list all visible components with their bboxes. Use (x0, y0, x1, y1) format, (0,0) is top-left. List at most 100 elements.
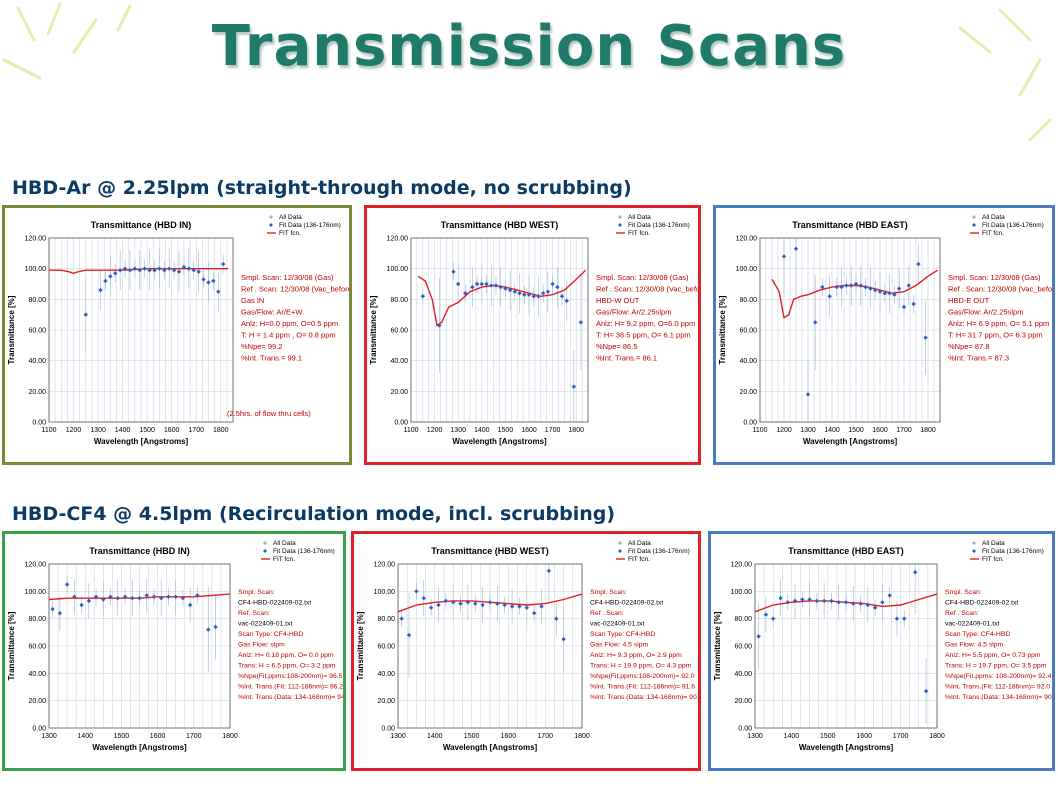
fit-data-point (420, 294, 425, 299)
x-tick-label: 1800 (222, 733, 238, 740)
fit-data-point (894, 616, 900, 621)
fit-data-point (456, 281, 461, 287)
fit-data-point (479, 281, 484, 287)
fit-data-point (539, 604, 544, 609)
y-tick-label: 100.00 (736, 266, 758, 273)
fit-data-point (793, 246, 799, 251)
y-tick-label: 100.00 (25, 266, 47, 273)
chart-panel-ar-hbd-west: Transmittance (HBD WEST) 0.00 20.00 40.00 60… (364, 205, 701, 465)
fit-data-point (132, 266, 138, 271)
fit-data-point (436, 602, 441, 608)
x-tick-label: 1300 (390, 733, 406, 740)
fit-data-point (887, 593, 892, 598)
x-tick-label: 1300 (90, 427, 106, 434)
x-tick-label: 1600 (150, 733, 166, 740)
fit-data-point (196, 269, 201, 274)
x-tick-label: 1100 (403, 427, 418, 434)
chart-svg: Transmittance (HBD WEST) 0.00 20.00 40.00 60… (369, 214, 698, 446)
y-axis-label: Transmittance [%] (369, 295, 378, 364)
x-tick-label: 1600 (501, 733, 517, 740)
legend-marker-fit-data (618, 223, 622, 227)
fit-data-point (509, 604, 515, 609)
y-tick-label: 40.00 (739, 358, 757, 365)
fit-data-point (829, 598, 834, 604)
annotation-line: %Int. Trans.= 99.1 (241, 354, 302, 363)
x-tick-label: 1300 (450, 427, 466, 434)
chart-svg: Transmittance (HBD IN) 0.00 20.00 40.00 60.0… (7, 540, 343, 752)
x-tick-label: 1500 (139, 427, 155, 434)
x-tick-label: 1300 (800, 427, 816, 434)
annotation-line: Anlz: H= 5.5 ppm, O= 0.73 ppm (945, 652, 1041, 659)
x-tick-label: 1600 (521, 427, 537, 434)
chart-title: Transmittance (HBD IN) (89, 546, 190, 556)
y-tick-label: 20.00 (390, 389, 408, 396)
x-axis-label: Wavelength [Angstroms] (799, 743, 894, 752)
annotation-line: T: H= 36.5 ppm, O= 6.1 ppm (596, 331, 691, 340)
fit-data-point (771, 616, 776, 621)
fit-data-point (814, 598, 820, 604)
legend-label: All Data (982, 214, 1005, 221)
section-heading-argon: HBD-Ar @ 2.25lpm (straight-through mode,… (12, 177, 632, 199)
x-tick-label: 1700 (186, 733, 202, 740)
annotation-line: vac-022409-01.txt (238, 621, 293, 628)
annotation-line: Gas Flow: 4.5 slpm (945, 642, 1004, 649)
x-tick-label: 1500 (114, 733, 130, 740)
chart-panel-cf4-hbd-west: Transmittance (HBD WEST) 0.00 20.00 40.00 60… (351, 531, 701, 771)
fit-data-point (83, 312, 88, 317)
y-tick-label: 100.00 (374, 589, 396, 596)
legend-label: FIT fcn. (628, 556, 650, 563)
fit-data-point (517, 291, 522, 296)
annotation-line: Ref . Scan: (945, 610, 979, 617)
x-tick-label: 1400 (77, 733, 93, 740)
fit-data-point (493, 283, 499, 288)
chart-title: Transmittance (HBD WEST) (441, 220, 559, 230)
y-tick-label: 40.00 (390, 358, 408, 365)
y-tick-label: 20.00 (28, 389, 46, 396)
gridlines (397, 563, 583, 729)
annotation-line: Ref . Scan: (590, 610, 624, 617)
x-tick-label: 1400 (824, 427, 840, 434)
y-tick-label: 0.00 (743, 420, 757, 427)
all-data-errorbars (52, 576, 216, 672)
legend-label: Fit Data (136-176nm) (982, 222, 1044, 229)
fit-data-point (873, 287, 878, 293)
annotation-line: Gas IN (241, 296, 264, 305)
annotation-line: T: H = 1.4 ppm , O= 0.8 ppm (241, 331, 336, 340)
fit-data-point (522, 292, 527, 297)
x-tick-label: 1600 (164, 427, 180, 434)
fit-data-point (101, 597, 106, 602)
fit-data-point (507, 287, 513, 293)
annotation-line: %Int. Trans.(Data: 134-168nm)= 94.6 (238, 694, 343, 701)
annotation-line: Trans: H = 19.9 ppm, O= 4.3 ppm (590, 663, 692, 670)
fit-data-point (64, 582, 70, 587)
fit-function-line (771, 269, 938, 319)
fit-data-point (473, 601, 478, 606)
all-data-errorbars (758, 564, 927, 724)
annotation-line: Trans: H = 6.5 ppm, O= 3.2 ppm (238, 663, 336, 670)
fit-data-point (474, 281, 480, 287)
fit-data-point (571, 384, 577, 389)
fit-data-point (872, 605, 878, 610)
gridlines (759, 237, 941, 423)
fit-data-point (201, 277, 206, 282)
plot-frame (410, 237, 589, 423)
annotation-line: Gas/Flow: Ar/E+W (241, 308, 303, 317)
fit-data-point (414, 589, 419, 594)
fit-data-point (173, 594, 178, 599)
chart-svg: Transmittance (HBD EAST) 0.00 20.00 40.00 60… (718, 214, 1052, 446)
y-tick-label: 0.00 (394, 420, 408, 427)
legend-marker-fit-data (263, 549, 267, 553)
y-tick-label: 80.00 (734, 616, 752, 623)
fit-data-point (213, 624, 218, 630)
annotation-line: Anlz: H= 6.9 ppm, O= 5.1 ppm (948, 319, 1049, 328)
chart-title: Transmittance (HBD EAST) (792, 220, 908, 230)
chart-title: Transmittance (HBD IN) (91, 220, 192, 230)
fit-data-point (79, 602, 84, 608)
plot-frame (48, 237, 234, 423)
fit-data-point (901, 304, 907, 310)
fit-data-point (880, 600, 885, 605)
fit-data-point (176, 269, 182, 274)
legend-marker-all-data (618, 541, 622, 545)
y-tick-label: 80.00 (28, 616, 46, 623)
fit-data-point (108, 274, 113, 279)
